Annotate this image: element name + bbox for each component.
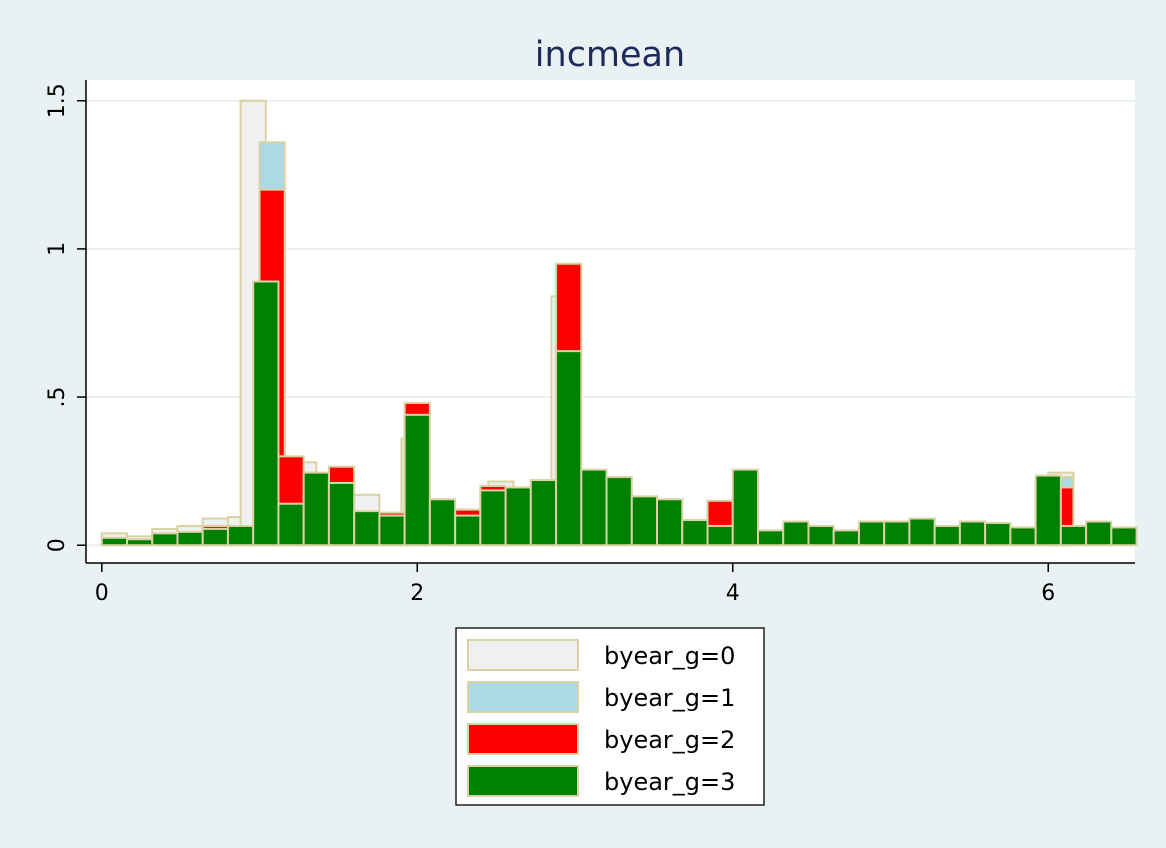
ticks: 0 2 4 6 0 .5 1 1.5: [45, 83, 1055, 606]
bar-series3-bin37: [1034, 474, 1062, 547]
bar-series3-bin13: [428, 498, 457, 547]
legend-label-3: byear_g=3: [604, 768, 735, 796]
bar-series3-bin0: [100, 536, 129, 547]
bar-series3-bin15: [479, 489, 507, 547]
legend: byear_g=0 byear_g=1 byear_g=2 byear_g=3: [455, 627, 765, 806]
bar-series3-bin33: [933, 524, 961, 547]
bar-series3-bin32: [908, 517, 936, 547]
bar-series3-bin20: [605, 476, 633, 547]
bar-series3-bin28: [807, 524, 835, 547]
bar-series3-bin3: [176, 530, 204, 547]
bar-series3-bin7: [277, 502, 305, 547]
bar-series3-bin23: [681, 519, 709, 547]
y-tick-label-2: 1: [45, 242, 70, 256]
bar-series3-bin10: [353, 510, 381, 547]
bar-series3-bin21: [630, 495, 659, 547]
bar-series3-bin26: [756, 529, 785, 547]
bar-series3-bin11: [378, 514, 406, 547]
bar-series3-bin6: [252, 280, 280, 547]
legend-swatch-2: [467, 723, 579, 755]
y-tick-label-3: 1.5: [45, 83, 70, 118]
bar-series3-bin16: [504, 486, 532, 547]
x-tick-label-2: 4: [726, 581, 740, 606]
legend-label-0: byear_g=0: [604, 642, 735, 670]
bar-series3-bin24: [706, 524, 734, 547]
legend-swatch-0: [467, 639, 579, 671]
bar-series3-bin12: [403, 413, 431, 547]
bar-series3-bin2: [151, 532, 179, 547]
bars: [100, 99, 1138, 547]
bar-series3-bin34: [958, 520, 987, 547]
bar-series3-bin38: [1059, 524, 1088, 547]
bar-series3-bin17: [529, 479, 558, 547]
bar-series3-bin35: [984, 521, 1012, 547]
bar-series3-bin9: [327, 481, 356, 547]
bar-series3-bin40: [1110, 526, 1138, 547]
legend-label-1: byear_g=1: [604, 684, 735, 712]
bar-series3-bin36: [1009, 526, 1037, 547]
bar-series3-bin18: [555, 350, 583, 547]
bar-series3-bin4: [201, 527, 229, 547]
bar-series3-bin30: [857, 520, 886, 547]
bar-series3-bin19: [580, 468, 608, 547]
y-tick-label-0: 0: [45, 538, 70, 552]
legend-swatch-3: [467, 765, 579, 797]
x-tick-label-1: 2: [410, 581, 424, 606]
bar-series3-bin5: [226, 524, 255, 547]
bar-series3-bin22: [656, 498, 684, 547]
legend-label-2: byear_g=2: [604, 726, 735, 754]
x-tick-label-0: 0: [95, 581, 109, 606]
x-tick-label-3: 6: [1041, 581, 1055, 606]
chart-title: incmean: [535, 35, 685, 75]
axes: [85, 80, 1135, 564]
bar-series3-bin14: [454, 514, 482, 547]
bar-series3-bin39: [1085, 520, 1113, 547]
bar-series3-bin1: [126, 538, 154, 547]
bar-series3-bin31: [883, 520, 911, 547]
bar-series3-bin25: [731, 468, 759, 547]
legend-swatch-1: [467, 681, 579, 713]
bar-series3-bin8: [302, 471, 330, 547]
bar-series3-bin27: [782, 520, 810, 547]
bar-series3-bin29: [832, 529, 860, 547]
y-tick-label-1: .5: [45, 387, 70, 408]
